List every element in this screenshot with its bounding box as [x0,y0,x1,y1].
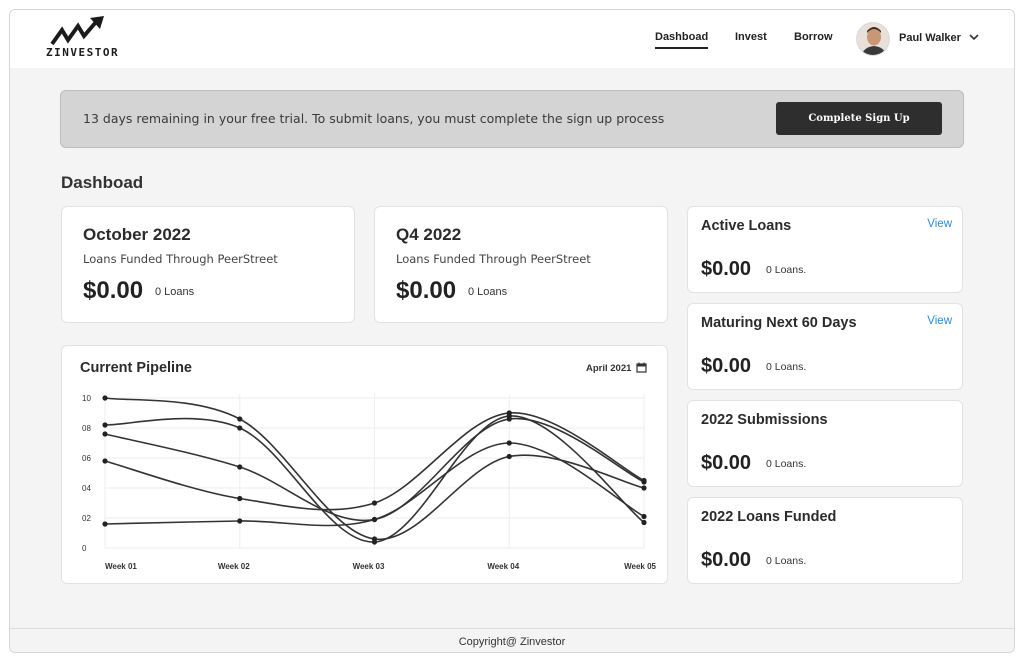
chevron-down-icon[interactable] [968,31,980,43]
x-tick-label: Week 01 [105,562,137,571]
data-point[interactable] [506,416,512,422]
data-point[interactable] [237,425,243,431]
card-amount: $0.00 [701,549,752,571]
card-october-2022: October 2022 Loans Funded Through PeerSt… [61,206,355,323]
card-count: 0 Loans. [766,264,807,276]
nav-invest[interactable]: Invest [735,31,767,43]
card-amount: $0.00 [396,277,457,304]
data-point[interactable] [371,500,378,506]
copyright-text: Copyright@ Zinvestor [458,636,566,648]
card-subtitle: Loans Funded Through PeerStreet [83,252,278,266]
data-point[interactable] [641,485,647,491]
data-point[interactable] [237,416,243,422]
data-point[interactable] [506,453,512,460]
avatar-portrait-icon [857,23,889,55]
card-q4-2022: Q4 2022 Loans Funded Through PeerStreet … [374,206,668,323]
card-title: October 2022 [83,225,191,244]
card-title: Maturing Next 60 Days [701,315,857,331]
card-count: 0 Loans. [766,458,807,470]
data-point[interactable] [102,422,108,428]
y-tick-label: 10 [82,394,91,403]
card-count: 0 Loans [468,286,508,298]
data-point[interactable] [102,458,108,464]
card-2022-submissions: 2022 Submissions $0.00 0 Loans. [687,400,963,487]
brand-logo[interactable]: ZINVESTOR [44,16,124,62]
nav-borrow[interactable]: Borrow [794,31,833,43]
card-active-loans: Active Loans View $0.00 0 Loans. [687,206,963,293]
data-point[interactable] [641,519,647,526]
card-amount: $0.00 [701,258,752,280]
card-title: 2022 Submissions [701,412,828,428]
trial-message: 13 days remaining in your free trial. To… [83,111,665,126]
card-subtitle: Loans Funded Through PeerStreet [396,252,591,266]
app-frame: ZINVESTOR Dashboad Invest Borrow Paul Wa… [9,9,1015,653]
card-amount: $0.00 [701,355,752,377]
y-tick-label: 0 [82,544,87,553]
y-tick-label: 08 [82,424,91,433]
card-amount: $0.00 [83,277,144,304]
complete-sign-up-button[interactable]: Complete Sign Up [776,102,942,135]
user-name[interactable]: Paul Walker [899,32,961,44]
pipeline-chart: 0 02 04 06 08 10 Week 01 Week 02 Week 03 Week 04 W… [82,394,657,571]
nav-dashboard[interactable]: Dashboad [655,31,709,49]
x-tick-label: Week 02 [218,562,250,571]
footer: Copyright@ Zinvestor [10,628,1014,652]
view-maturing-link[interactable]: View [927,315,952,327]
series-line-4 [104,412,645,511]
card-title: Active Loans [701,218,792,234]
card-title: 2022 Loans Funded [701,509,837,525]
data-point[interactable] [641,513,647,520]
data-point[interactable] [102,521,108,527]
card-title: Q4 2022 [396,225,462,244]
y-tick-label: 06 [82,454,91,463]
pipeline-title: Current Pipeline [80,360,192,376]
x-tick-label: Week 05 [624,562,656,571]
card-count: 0 Loans [155,286,195,298]
data-point[interactable] [371,516,378,523]
page-title: Dashboad [61,173,144,192]
pipeline-card: Current Pipeline April 2021 0 02 04 06 08 10 W… [61,345,668,584]
data-point[interactable] [237,495,243,502]
data-point[interactable] [237,518,243,524]
card-2022-loans-funded: 2022 Loans Funded $0.00 0 Loans. [687,497,963,584]
brand-wordmark: ZINVESTOR [46,46,120,59]
x-tick-label: Week 03 [353,562,385,571]
y-tick-label: 02 [82,514,91,523]
data-point[interactable] [641,477,647,484]
series-line-5 [104,442,645,527]
card-count: 0 Loans. [766,361,807,373]
y-tick-label: 04 [82,484,91,493]
card-count: 0 Loans. [766,555,807,567]
x-tick-label: Week 04 [487,562,519,571]
data-point[interactable] [102,431,108,437]
calendar-icon[interactable] [636,362,647,373]
top-navigation-bar: ZINVESTOR Dashboad Invest Borrow Paul Wa… [10,10,1014,68]
data-point[interactable] [237,464,243,470]
pipeline-date-picker[interactable]: April 2021 [586,363,632,374]
trend-arrow-icon [50,16,104,46]
card-maturing-next-60-days: Maturing Next 60 Days View $0.00 0 Loans… [687,303,963,390]
trial-banner: 13 days remaining in your free trial. To… [60,90,964,148]
view-active-loans-link[interactable]: View [927,218,952,230]
card-amount: $0.00 [701,452,752,474]
data-point[interactable] [371,539,378,545]
data-point[interactable] [506,440,512,446]
data-point[interactable] [506,410,512,416]
data-point[interactable] [102,395,108,401]
user-avatar[interactable] [856,22,890,56]
